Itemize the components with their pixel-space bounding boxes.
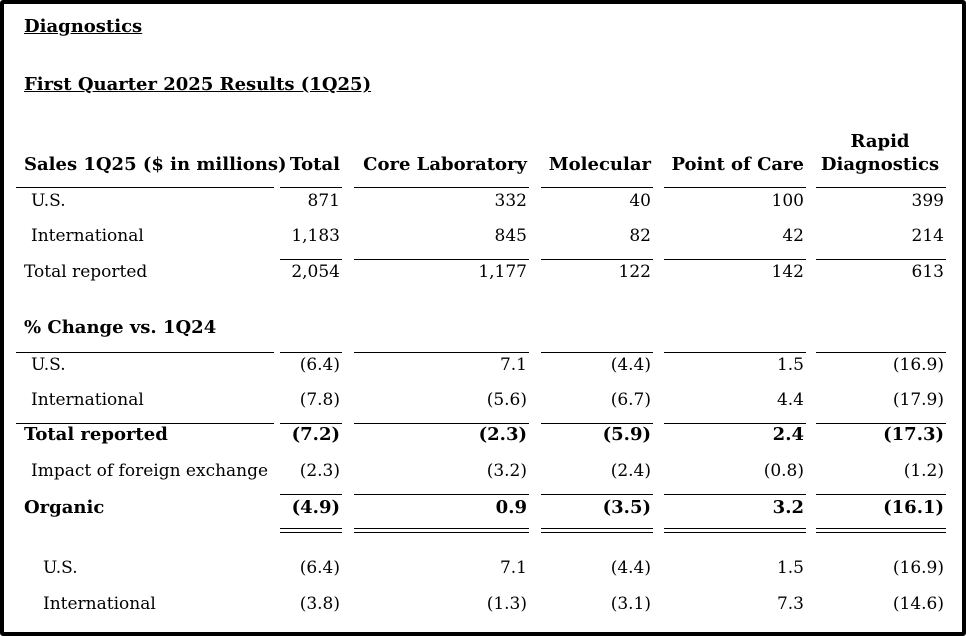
pct-cell: (16.1) xyxy=(883,497,944,518)
sales-cell: 40 xyxy=(629,191,651,211)
organic-cell: (3.1) xyxy=(610,594,651,614)
pct-row-label: Impact of foreign exchange xyxy=(31,461,269,481)
organic-row-label: U.S. xyxy=(43,558,78,578)
pct-cell: 3.2 xyxy=(772,497,804,518)
section-title: First Quarter 2025 Results (1Q25) xyxy=(24,74,372,95)
pct-cell: (1.2) xyxy=(903,461,944,481)
sales-cell: 2,054 xyxy=(291,262,340,282)
organic-cell: (4.4) xyxy=(610,558,651,578)
pct-cell: (4.4) xyxy=(610,355,651,375)
pct-cell: (7.2) xyxy=(291,424,340,445)
sales-cell: 613 xyxy=(911,262,944,282)
pct-cell: (6.7) xyxy=(610,390,651,410)
pct-cell: (3.5) xyxy=(602,497,651,518)
organic-cell: (3.8) xyxy=(299,594,340,614)
header-rapid-line1: Rapid xyxy=(850,131,910,152)
pct-cell: (16.9) xyxy=(892,355,944,375)
organic-cell: (14.6) xyxy=(892,594,944,614)
sales-cell: 82 xyxy=(629,226,651,246)
header-molecular: Molecular xyxy=(548,154,651,175)
pct-cell: (2.4) xyxy=(610,461,651,481)
sales-cell: 1,177 xyxy=(478,262,527,282)
pct-cell: (2.3) xyxy=(478,424,527,445)
pct-cell: (6.4) xyxy=(299,355,340,375)
sales-cell: 122 xyxy=(618,262,651,282)
organic-cell: 1.5 xyxy=(776,558,804,578)
pct-row-label: U.S. xyxy=(31,355,66,375)
pct-cell: (0.8) xyxy=(763,461,804,481)
header-label: Sales 1Q25 ($ in millions) xyxy=(24,154,287,175)
segment-title: Diagnostics xyxy=(24,16,143,37)
sales-cell: 214 xyxy=(911,226,944,246)
pct-cell: (17.3) xyxy=(883,424,944,445)
organic-cell: 7.1 xyxy=(499,558,527,578)
sales-cell: 100 xyxy=(771,191,804,211)
sales-row-label: Total reported xyxy=(24,262,148,282)
header-total: Total xyxy=(289,154,340,175)
pct-row-label: Organic xyxy=(24,497,105,518)
sales-cell: 42 xyxy=(782,226,804,246)
sales-row-label: U.S. xyxy=(31,191,66,211)
header-rapid-line2: Diagnostics xyxy=(820,154,940,175)
sales-cell: 845 xyxy=(494,226,527,246)
sales-cell: 871 xyxy=(307,191,340,211)
sales-cell: 1,183 xyxy=(291,226,340,246)
pct-cell: (5.6) xyxy=(486,390,527,410)
pct-cell: (3.2) xyxy=(486,461,527,481)
pct-cell: (7.8) xyxy=(299,390,340,410)
header-point-of-care: Point of Care xyxy=(671,154,804,175)
pct-cell: (17.9) xyxy=(892,390,944,410)
pct-cell: 0.9 xyxy=(495,497,527,518)
organic-cell: (1.3) xyxy=(486,594,527,614)
pct-cell: 4.4 xyxy=(776,390,804,410)
header-core-lab: Core Laboratory xyxy=(363,154,527,175)
pct-cell: (5.9) xyxy=(602,424,651,445)
organic-cell: 7.3 xyxy=(776,594,804,614)
pct-cell: 2.4 xyxy=(772,424,804,445)
sales-row-label: International xyxy=(31,226,144,246)
organic-row-label: International xyxy=(43,594,156,614)
organic-cell: (16.9) xyxy=(892,558,944,578)
sales-cell: 332 xyxy=(494,191,527,211)
pct-row-label: International xyxy=(31,390,144,410)
organic-cell: (6.4) xyxy=(299,558,340,578)
sales-cell: 399 xyxy=(911,191,944,211)
pct-cell: (2.3) xyxy=(299,461,340,481)
pct-section-title: % Change vs. 1Q24 xyxy=(24,317,217,338)
sales-cell: 142 xyxy=(771,262,804,282)
pct-cell: 1.5 xyxy=(776,355,804,375)
pct-cell: 7.1 xyxy=(499,355,527,375)
pct-row-label: Total reported xyxy=(24,424,168,445)
pct-cell: (4.9) xyxy=(291,497,340,518)
